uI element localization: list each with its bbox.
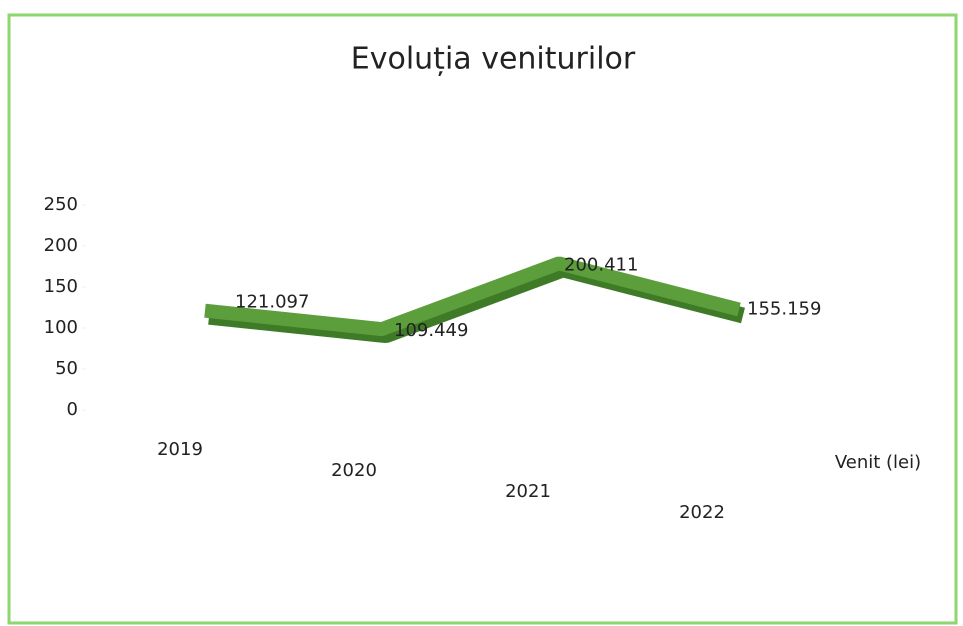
y-tick-label: 50 — [55, 358, 78, 379]
y-tick-label: 0 — [67, 399, 78, 420]
data-label: 121.097 — [235, 292, 309, 313]
data-label: 200.411 — [564, 254, 638, 275]
chart-title: Evoluția veniturilor — [351, 42, 636, 77]
x-tick-label: 2019 — [157, 439, 203, 460]
x-tick-label: 2020 — [331, 460, 377, 481]
series-label: Venit (lei) — [835, 452, 921, 473]
data-label: 155.159 — [747, 298, 821, 319]
y-tick-label: 250 — [44, 194, 78, 215]
y-tick-label: 150 — [44, 276, 78, 297]
data-label: 109.449 — [394, 320, 468, 341]
x-tick-label: 2021 — [505, 481, 551, 502]
y-tick-label: 200 — [44, 235, 78, 256]
chart-border — [7, 13, 958, 625]
y-tick-label: 100 — [44, 317, 78, 338]
line — [204, 256, 741, 337]
x-tick-label: 2022 — [679, 502, 725, 523]
